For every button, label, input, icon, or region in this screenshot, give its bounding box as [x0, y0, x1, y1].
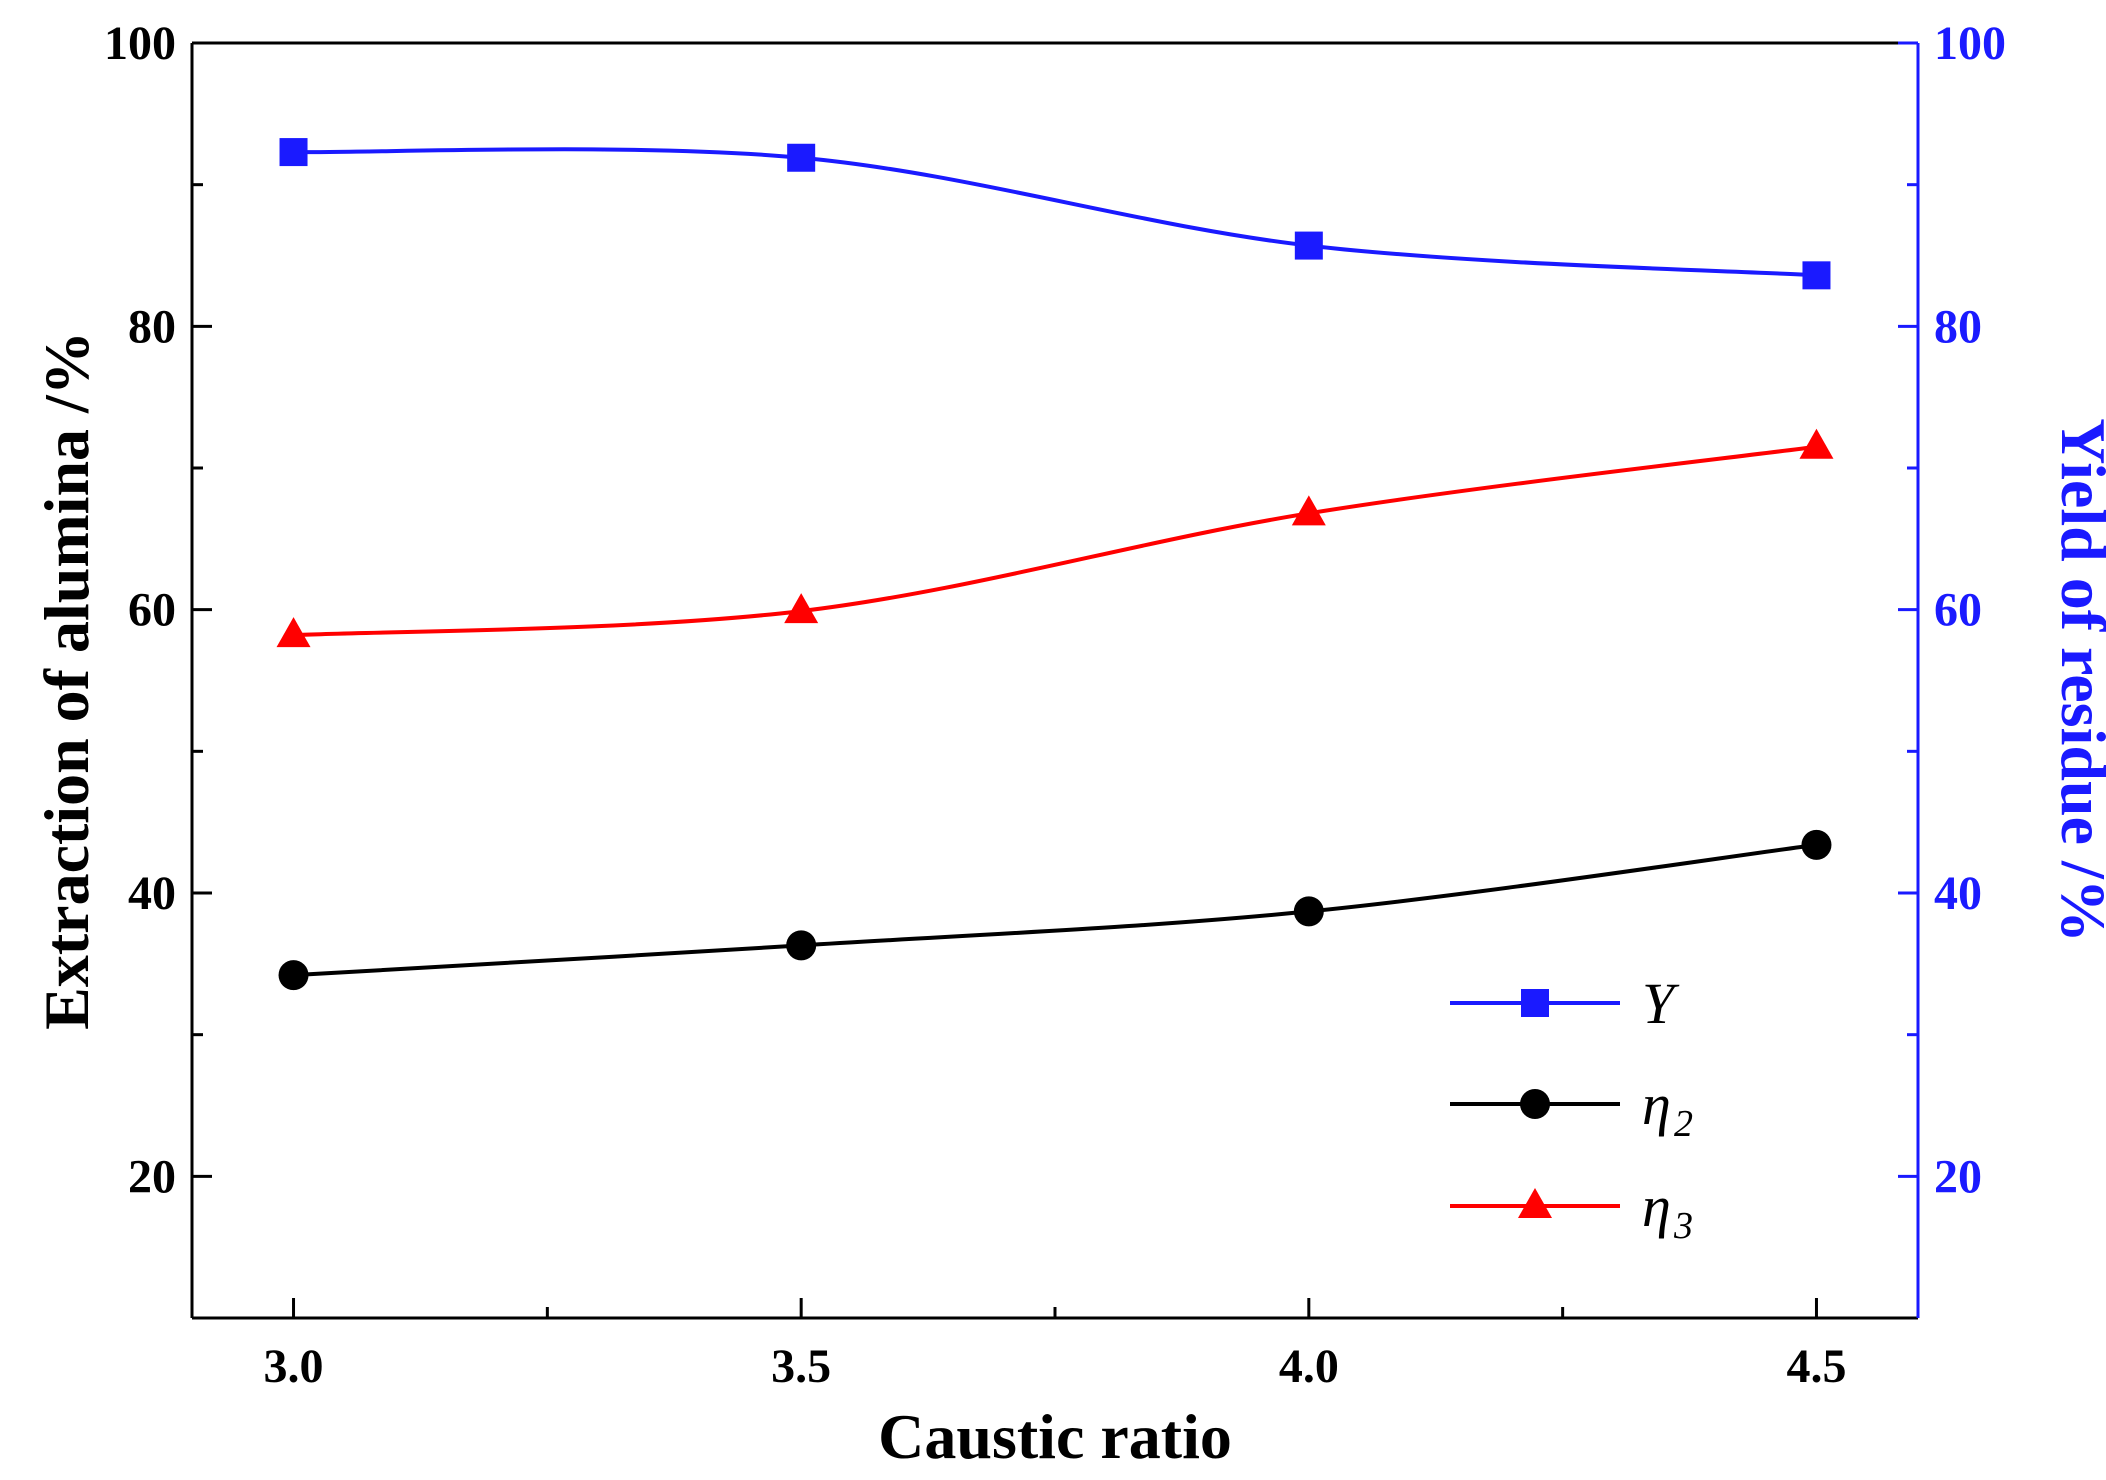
legend-marker-eta2 [1520, 1089, 1550, 1119]
y-tick-label-left: 80 [128, 300, 176, 353]
legend-marker-y [1521, 989, 1549, 1017]
y-tick-label-right: 40 [1934, 867, 1982, 920]
y-tick-label-left: 60 [128, 584, 176, 637]
data-point-eta3 [784, 593, 819, 624]
legend-label-y: Y [1642, 971, 1680, 1036]
data-point-y [279, 138, 308, 167]
series-line-eta2 [293, 842, 1817, 978]
legend-marker-eta3 [1518, 1188, 1552, 1218]
data-point-eta3 [1799, 428, 1834, 459]
data-point-eta3 [1291, 495, 1326, 526]
x-axis-title: Caustic ratio [878, 1401, 1232, 1472]
series-line-eta3 [293, 444, 1817, 638]
data-point-y [1294, 231, 1323, 260]
x-tick-label: 3.0 [264, 1340, 324, 1393]
data-point-eta2 [1801, 829, 1832, 860]
series-line-y [293, 147, 1817, 278]
data-point-y [787, 143, 816, 172]
data-point-eta2 [1293, 896, 1324, 927]
x-tick-label: 4.5 [1786, 1340, 1846, 1393]
data-point-eta3 [276, 617, 311, 648]
y-tick-label-right: 80 [1934, 300, 1982, 353]
series-group [276, 138, 1834, 991]
y-axis-title-right: Yield of residue /% [2048, 418, 2106, 942]
legend-subscript-eta2: 2 [1674, 1103, 1693, 1145]
x-tick-label: 4.0 [1279, 1340, 1339, 1393]
legend: Yη 2η 3 [1450, 971, 1693, 1247]
data-point-y [1802, 261, 1831, 290]
y-axis-title-left: Extraction of alumina /% [31, 331, 102, 1030]
x-tick-label: 3.5 [771, 1340, 831, 1393]
y-tick-label-left: 40 [128, 867, 176, 920]
y-tick-label-left: 100 [104, 17, 176, 70]
y-tick-label-right: 20 [1934, 1150, 1982, 1203]
y-tick-label-right: 60 [1934, 584, 1982, 637]
legend-subscript-eta3: 3 [1673, 1205, 1693, 1247]
data-point-eta2 [786, 930, 817, 961]
legend-label-eta3: η [1642, 1174, 1671, 1239]
axes: 3.0 3.5 4.0 4.5 20 40 60 80 100 20 40 60 80 100 [104, 17, 2006, 1393]
y-tick-label-right: 100 [1934, 17, 2006, 70]
legend-label-eta2: η [1642, 1072, 1671, 1137]
y-tick-label-left: 20 [128, 1150, 176, 1203]
data-point-eta2 [278, 960, 309, 991]
